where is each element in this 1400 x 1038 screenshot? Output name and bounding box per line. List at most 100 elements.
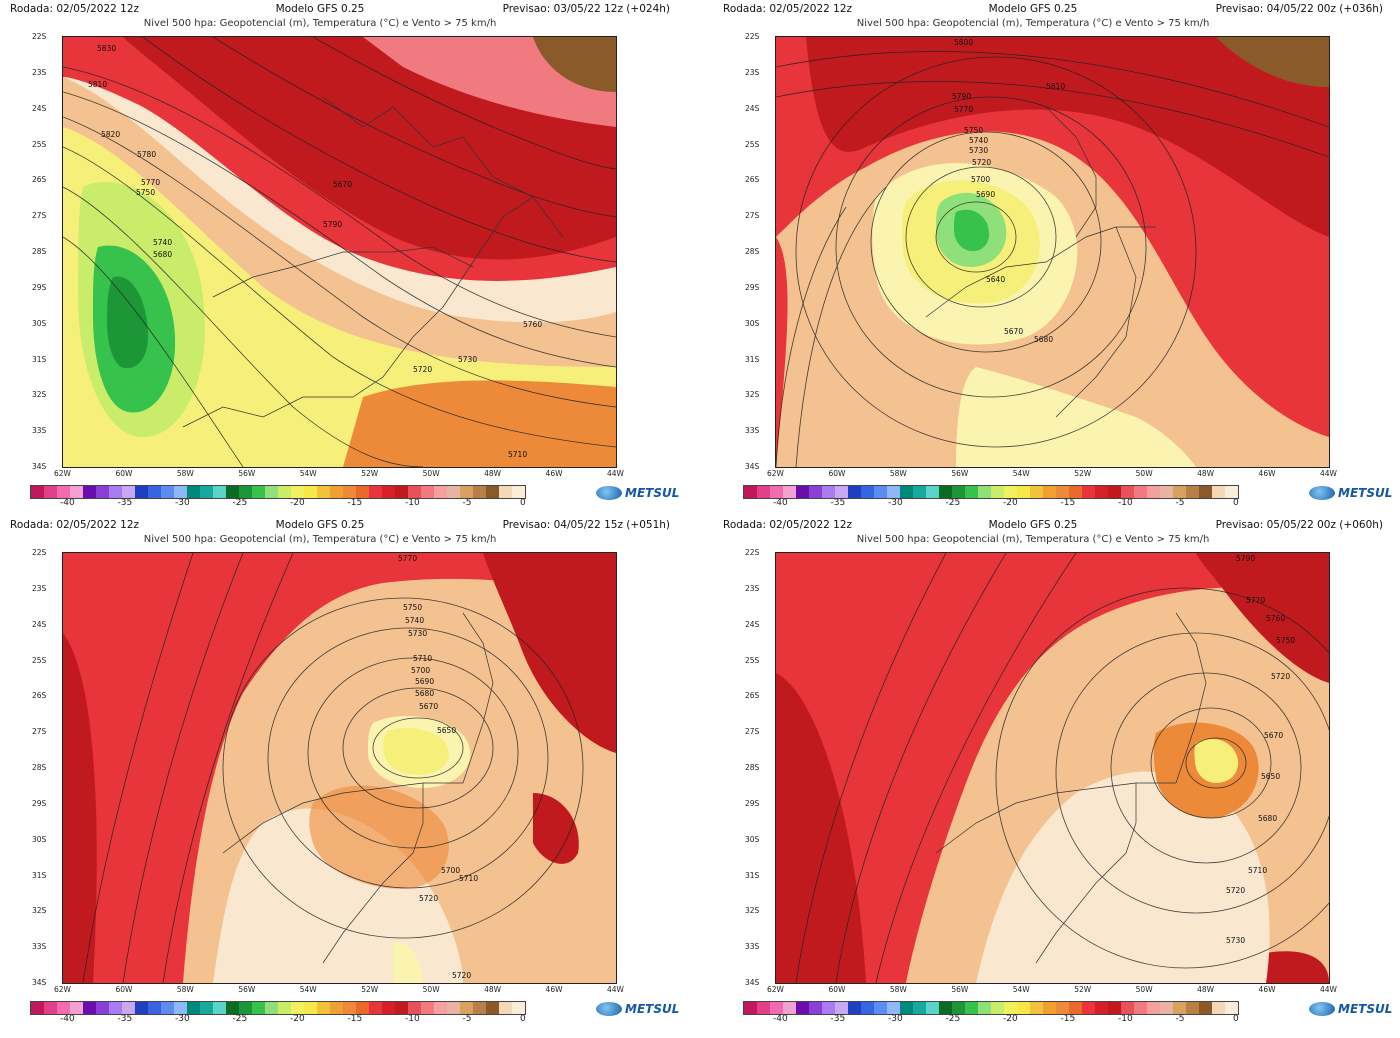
lon-tick-label: 50W	[1135, 469, 1153, 478]
lat-tick-label: 25S	[745, 655, 760, 665]
colorbar-tick-label: -5	[1175, 498, 1185, 508]
lat-tick-label: 28S	[32, 763, 47, 772]
lat-tick-label: 29S	[745, 798, 760, 808]
lat-tick-label: 25S	[745, 139, 760, 149]
contour-label: 5740	[153, 238, 172, 247]
lon-tick-label: 44W	[1320, 985, 1337, 994]
contour-label: 5730	[969, 146, 988, 155]
lon-tick-label: 62W	[767, 469, 784, 478]
contour-label: 5790	[952, 92, 971, 101]
colorbar	[30, 485, 526, 499]
contour-label: 5650	[437, 726, 456, 735]
contour-label: 5770	[954, 105, 973, 114]
lon-tick-label: 50W	[1135, 985, 1153, 994]
lon-tick-label: 56W	[238, 985, 256, 994]
contour-label: 5680	[153, 250, 172, 259]
colorbar-tick-label: -15	[1060, 1014, 1076, 1024]
lat-tick-label: 24S	[32, 619, 47, 629]
contour-label: 5830	[97, 44, 116, 53]
contour-label: 5750	[1276, 636, 1295, 645]
colorbar-tick-label: -5	[462, 498, 472, 508]
map-area: 5790 5770 5760 5750 5720 5670 5650 5680 5710 5720…	[775, 552, 1330, 984]
map-panel-2: Rodada: 02/05/2022 12z Modelo GFS 0.25 P…	[713, 0, 1400, 519]
contour-label: 5700	[441, 866, 460, 875]
lon-tick-label: 46W	[1258, 469, 1276, 478]
lat-tick-label: 26S	[32, 175, 47, 185]
contour-label: 5650	[1261, 772, 1280, 781]
lat-tick-label: 34S	[745, 462, 760, 471]
lat-tick-label: 34S	[32, 978, 47, 987]
contour-label: 5730	[1226, 936, 1245, 945]
colorbar-tick-label: -40	[773, 498, 788, 508]
contour-label: 5740	[969, 136, 988, 145]
lon-tick-label: 58W	[176, 469, 194, 478]
lat-tick-label: 24S	[745, 619, 760, 629]
lat-tick-label: 26S	[745, 175, 760, 185]
lon-tick-label: 48W	[484, 985, 502, 994]
lon-tick-label: 60W	[828, 985, 846, 994]
lon-tick-label: 52W	[361, 985, 379, 994]
modelo-label: Modelo GFS 0.25	[275, 3, 365, 15]
modelo-label: Modelo GFS 0.25	[988, 3, 1078, 15]
colorbar-tick-label: -35	[117, 1014, 133, 1024]
lat-tick-label: 33S	[32, 942, 47, 952]
colorbar-tick-label: -10	[405, 498, 420, 508]
lat-tick-label: 28S	[32, 247, 47, 256]
contour-label: 5770	[141, 178, 160, 187]
lon-tick-label: 56W	[951, 469, 969, 478]
lon-tick-label: 50W	[422, 469, 440, 478]
previsao-label: Previsao: 04/05/22 15z (+051h)	[502, 519, 670, 531]
lat-tick-label: 29S	[32, 282, 47, 292]
contour-label: 5710	[1248, 866, 1267, 875]
colorbar-tick-label: -25	[945, 1014, 961, 1024]
contour-label: 5820	[101, 130, 120, 139]
lat-tick-label: 22S	[745, 548, 760, 557]
contour-label: 5800	[954, 38, 973, 47]
lon-tick-label: 46W	[545, 469, 563, 478]
map-area: 5800 5790 5770 5750 5740 5730 5720 5700 5690 5640…	[775, 36, 1330, 468]
contour-label: 5670	[1004, 327, 1023, 336]
contour-label: 5670	[333, 180, 352, 189]
lat-tick-label: 31S	[745, 354, 760, 364]
lon-tick-label: 48W	[484, 469, 502, 478]
contour-label: 5780	[137, 150, 156, 159]
colorbar-tick-label: -20	[290, 498, 305, 508]
nivel-label: Nivel 500 hpa: Geopotencial (m), Tempera…	[143, 18, 497, 29]
lon-tick-label: 60W	[828, 469, 846, 478]
lat-tick-label: 23S	[32, 583, 47, 593]
lon-tick-label: 60W	[115, 469, 133, 478]
contour-label: 5710	[459, 874, 478, 883]
colorbar-tick-label: -15	[1060, 498, 1076, 508]
contour-label: 5810	[88, 80, 107, 89]
lat-tick-label: 30S	[745, 318, 760, 328]
colorbar-tick-label: -10	[1118, 1014, 1133, 1024]
previsao-label: Previsao: 04/05/22 00z (+036h)	[1215, 3, 1383, 15]
lon-tick-label: 46W	[545, 985, 563, 994]
lat-tick-label: 28S	[745, 247, 760, 256]
map-panel-4: Rodada: 02/05/2022 12z Modelo GFS 0.25 P…	[713, 516, 1400, 1035]
modelo-label: Modelo GFS 0.25	[988, 519, 1078, 531]
contour-label: 5750	[403, 603, 422, 612]
contour-label: 5750	[964, 126, 983, 135]
nivel-label: Nivel 500 hpa: Geopotencial (m), Tempera…	[143, 534, 497, 545]
lon-tick-label: 58W	[889, 985, 907, 994]
contour-label: 5730	[408, 629, 427, 638]
lat-tick-label: 31S	[745, 870, 760, 880]
colorbar-tick-label: -40	[60, 498, 75, 508]
lon-tick-label: 56W	[238, 469, 256, 478]
contour-label: 5700	[411, 666, 430, 675]
globe-icon	[596, 486, 622, 500]
lon-tick-label: 52W	[1074, 985, 1092, 994]
lon-tick-label: 54W	[1012, 469, 1030, 478]
lat-tick-label: 32S	[745, 906, 760, 916]
contour-label: 5720	[1271, 672, 1290, 681]
lat-tick-label: 33S	[32, 426, 47, 436]
lat-tick-label: 22S	[32, 32, 47, 41]
contour-label: 5720	[419, 894, 438, 903]
lon-tick-label: 54W	[299, 469, 317, 478]
contour-label: 5740	[405, 616, 424, 625]
previsao-label: Previsao: 03/05/22 12z (+024h)	[502, 3, 670, 15]
colorbar-tick-label: -30	[175, 1014, 190, 1024]
contour-label: 5720	[413, 365, 432, 374]
lat-tick-label: 34S	[745, 978, 760, 987]
